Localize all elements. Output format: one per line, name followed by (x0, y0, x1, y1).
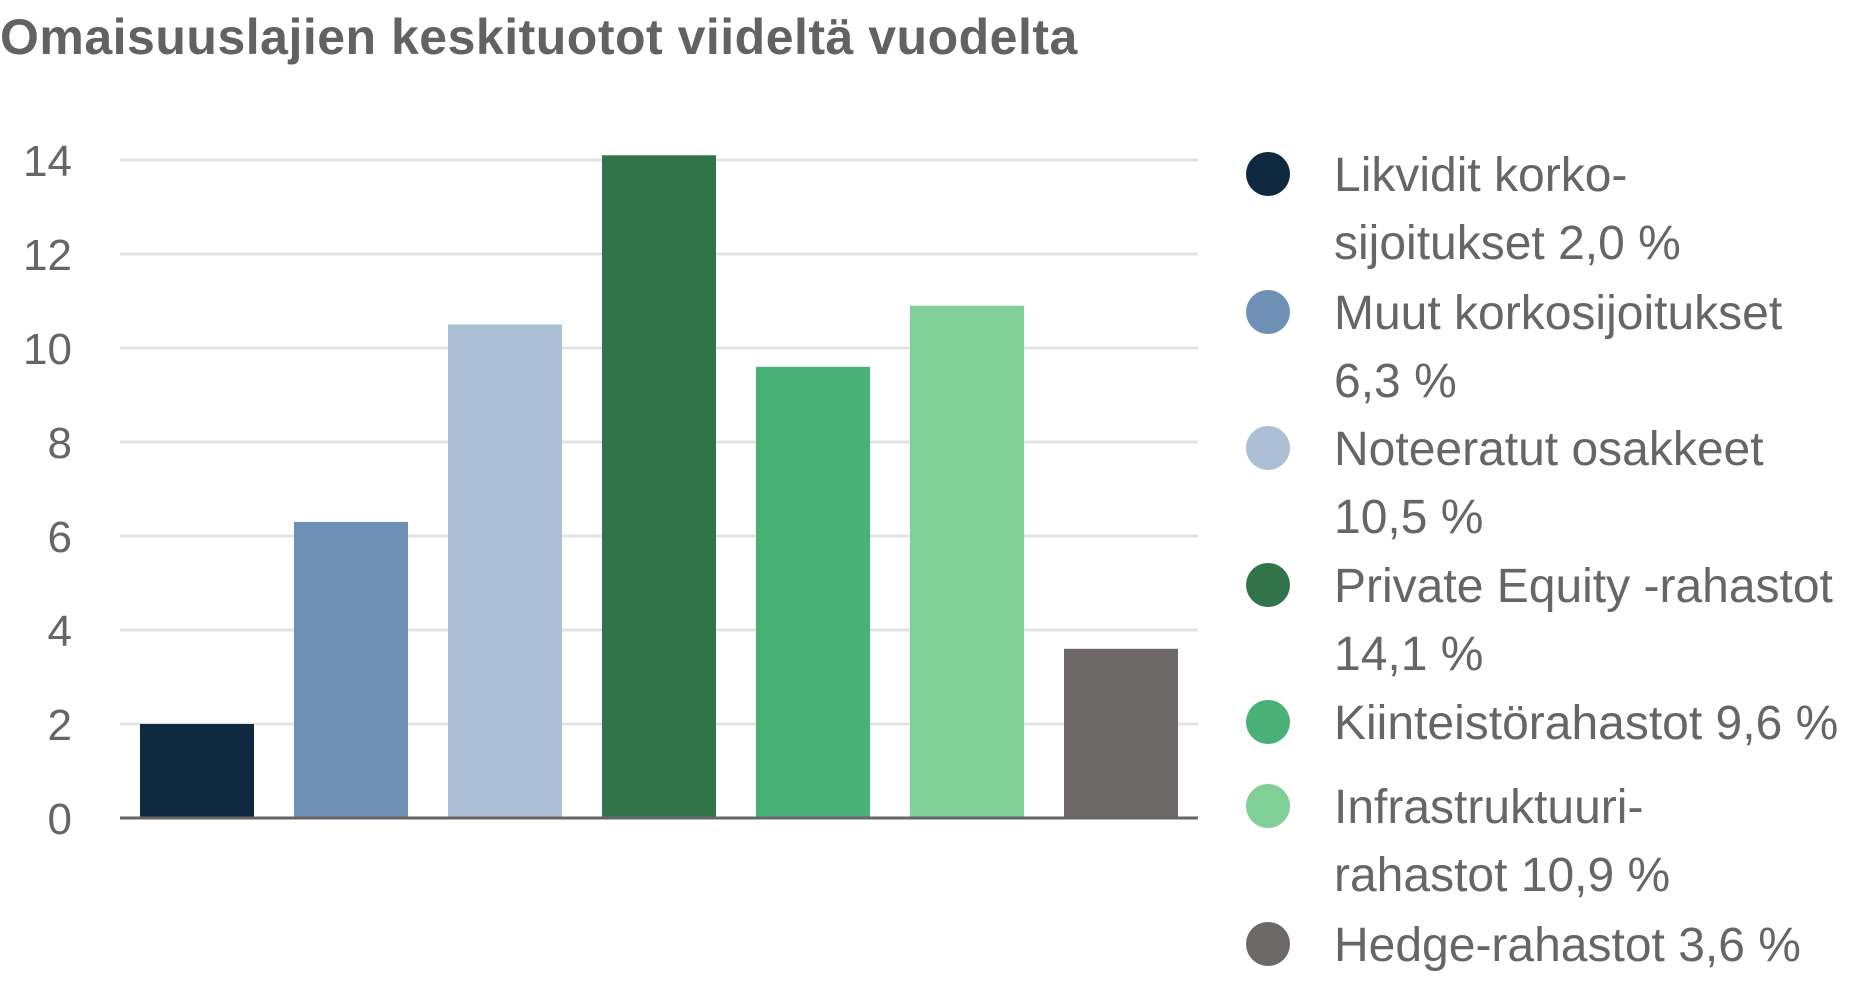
legend-label: Private Equity -rahastot 14,1 % (1334, 560, 1833, 681)
legend-label: Noteeratut osakkeet 10,5 % (1334, 423, 1764, 544)
y-tick-label: 14 (23, 137, 72, 186)
legend-swatch (1246, 563, 1290, 607)
bar (140, 724, 254, 817)
chart-title: Omaisuuslajien keskituotot viideltä vuod… (0, 9, 1078, 65)
legend-swatch (1246, 700, 1290, 744)
legend-item: Muut korkosijoitukset 6,3 % (1246, 280, 1782, 416)
bar (756, 366, 870, 817)
legend-label: Kiinteistörahastot 9,6 % (1334, 697, 1839, 750)
legend-item: Infrastruktuuri- rahastot 10,9 % (1246, 774, 1670, 910)
legend-label: Muut korkosijoitukset 6,3 % (1334, 287, 1783, 408)
bar (294, 521, 408, 817)
bars (140, 155, 1178, 817)
bar (1064, 648, 1178, 817)
legend-swatch (1246, 784, 1290, 828)
y-axis-ticks: 0 2 4 6 8 10 12 14 (23, 137, 72, 844)
legend-item: Noteeratut osakkeet 10,5 % (1246, 416, 1764, 552)
legend-swatch (1246, 426, 1290, 470)
y-tick-label: 12 (23, 231, 72, 280)
bar (602, 155, 716, 817)
bar (448, 324, 562, 817)
legend-label: Likvidit korko- sijoitukset 2,0 % (1334, 149, 1681, 270)
legend-item: Hedge-rahastot 3,6 % (1246, 912, 1801, 980)
y-tick-label: 0 (48, 795, 72, 844)
legend-swatch (1246, 152, 1290, 196)
legend-item: Likvidit korko- sijoitukset 2,0 % (1246, 142, 1681, 278)
legend-item: Private Equity -rahastot 14,1 % (1246, 553, 1833, 689)
y-tick-label: 2 (48, 701, 72, 750)
legend-item: Kiinteistörahastot 9,6 % (1246, 690, 1838, 758)
legend-label: Hedge-rahastot 3,6 % (1334, 919, 1801, 972)
legend-swatch (1246, 922, 1290, 966)
y-tick-label: 4 (48, 607, 72, 656)
bar (910, 305, 1024, 817)
legend-label: Infrastruktuuri- rahastot 10,9 % (1334, 781, 1671, 902)
y-tick-label: 6 (48, 513, 72, 562)
bar-chart: 0 2 4 6 8 10 12 14 (23, 137, 1198, 844)
y-tick-label: 8 (48, 419, 72, 468)
legend-swatch (1246, 290, 1290, 334)
y-tick-label: 10 (23, 325, 72, 374)
